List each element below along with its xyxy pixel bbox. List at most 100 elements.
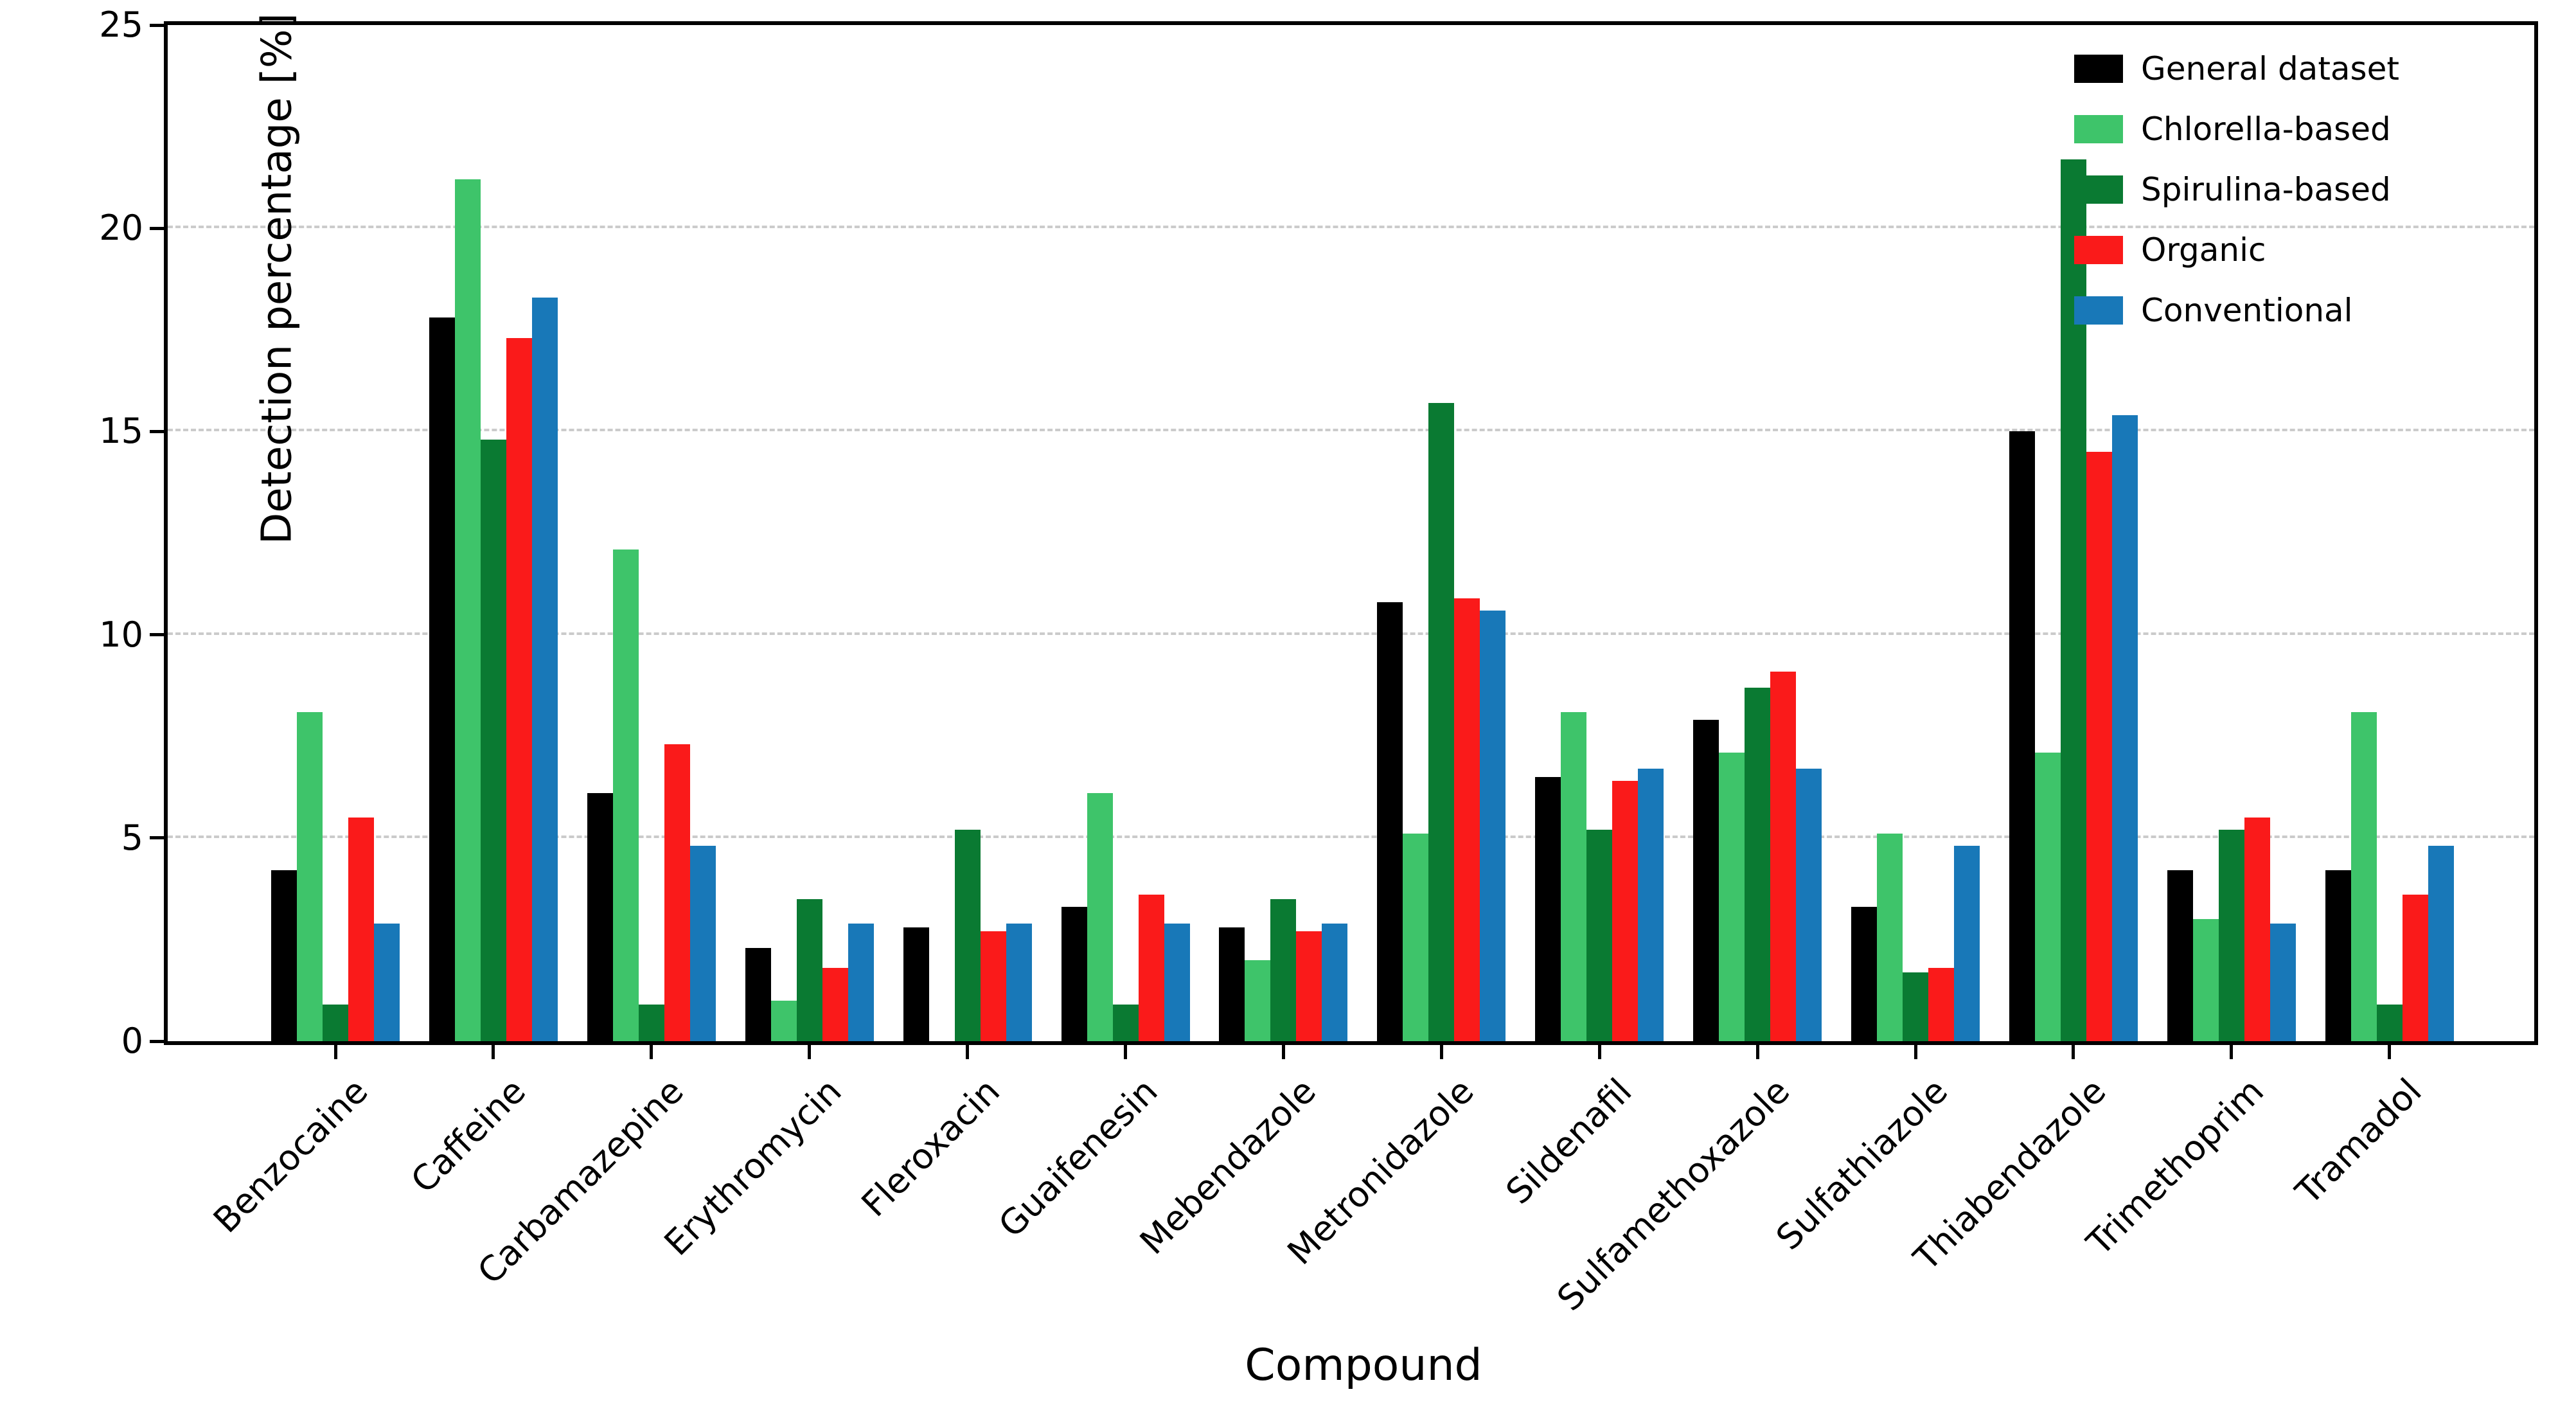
legend-label: General dataset <box>2141 50 2399 87</box>
bar-guaifenesin-spirulina-based <box>1112 1005 1139 1041</box>
bar-thiabendazole-organic <box>2086 452 2112 1041</box>
bar-erythromycin-spirulina-based <box>796 898 822 1041</box>
x-tick-tramadol <box>2388 1045 2392 1059</box>
bar-sulfathiazole-spirulina-based <box>1903 972 1928 1041</box>
bar-sildenafil-chlorella-based <box>1561 711 1587 1041</box>
bar-metronidazole-chlorella-based <box>1403 834 1429 1041</box>
bar-tramadol-chlorella-based <box>2350 711 2377 1041</box>
bar-sildenafil-conventional <box>1638 769 1664 1041</box>
bar-sulfamethoxazole-conventional <box>1796 769 1822 1041</box>
legend: General dataset Chlorella-based Spirulina-… <box>2074 53 2399 326</box>
bar-mebendazole-spirulina-based <box>1270 898 1297 1041</box>
plot-area <box>164 21 2538 1045</box>
x-tick-label-tramadol: Tramadol <box>2287 1070 2430 1213</box>
x-tick-mebendazole <box>1281 1045 1285 1059</box>
gridline-15 <box>168 429 2534 432</box>
x-tick-label-guaifenesin: Guaifenesin <box>991 1070 1166 1246</box>
bar-caffeine-spirulina-based <box>480 440 506 1041</box>
bar-mebendazole-organic <box>1296 931 1322 1041</box>
bar-sulfamethoxazole-general-dataset <box>1693 720 1719 1041</box>
x-tick-label-fleroxacin: Fleroxacin <box>853 1070 1008 1225</box>
legend-row-general-dataset: General dataset <box>2074 53 2399 85</box>
bar-trimethoprim-organic <box>2244 818 2270 1041</box>
bar-trimethoprim-spirulina-based <box>2218 830 2244 1041</box>
bar-mebendazole-general-dataset <box>1219 927 1245 1041</box>
y-tick-label-20: 20 <box>99 208 143 249</box>
bar-tramadol-spirulina-based <box>2376 1005 2403 1041</box>
bar-benzocaine-general-dataset <box>271 870 297 1041</box>
x-tick-sildenafil <box>1597 1045 1601 1059</box>
bar-sulfathiazole-general-dataset <box>1851 907 1877 1041</box>
bar-guaifenesin-chlorella-based <box>1087 793 1113 1041</box>
legend-swatch-icon <box>2074 55 2123 83</box>
bar-thiabendazole-general-dataset <box>2009 431 2035 1041</box>
bar-fleroxacin-conventional <box>1006 923 1032 1041</box>
bar-sulfamethoxazole-spirulina-based <box>1745 687 1771 1041</box>
bar-erythromycin-chlorella-based <box>770 1000 797 1041</box>
bar-fleroxacin-general-dataset <box>903 927 929 1041</box>
bar-benzocaine-organic <box>348 818 374 1041</box>
x-tick-label-benzocaine: Benzocaine <box>205 1070 376 1241</box>
legend-row-chlorella-based: Chlorella-based <box>2074 113 2399 145</box>
bar-caffeine-chlorella-based <box>454 179 481 1041</box>
x-tick-sulfamethoxazole <box>1755 1045 1759 1059</box>
bar-sulfamethoxazole-organic <box>1770 671 1797 1041</box>
legend-row-organic: Organic <box>2074 234 2399 266</box>
bar-carbamazepine-spirulina-based <box>638 1005 664 1041</box>
bar-mebendazole-chlorella-based <box>1245 960 1271 1041</box>
bar-fleroxacin-spirulina-based <box>954 830 981 1041</box>
x-tick-guaifenesin <box>1124 1045 1127 1059</box>
x-tick-erythromycin <box>808 1045 812 1059</box>
bar-guaifenesin-general-dataset <box>1061 907 1087 1041</box>
x-tick-label-caffeine: Caffeine <box>403 1070 534 1201</box>
bar-trimethoprim-chlorella-based <box>2192 919 2219 1041</box>
legend-row-conventional: Conventional <box>2074 294 2399 326</box>
bar-erythromycin-general-dataset <box>745 947 771 1041</box>
bar-sulfathiazole-chlorella-based <box>1877 834 1903 1041</box>
legend-label: Conventional <box>2141 292 2353 329</box>
bar-tramadol-conventional <box>2428 846 2454 1041</box>
bar-guaifenesin-organic <box>1138 895 1164 1041</box>
gridline-10 <box>168 632 2534 635</box>
bar-carbamazepine-conventional <box>689 846 716 1041</box>
x-tick-caffeine <box>492 1045 495 1059</box>
bar-carbamazepine-organic <box>664 744 690 1041</box>
bar-metronidazole-general-dataset <box>1377 602 1403 1041</box>
bar-carbamazepine-general-dataset <box>587 793 613 1041</box>
bar-guaifenesin-conventional <box>1164 923 1190 1041</box>
x-tick-sulfathiazole <box>1914 1045 1917 1059</box>
bar-thiabendazole-conventional <box>2111 415 2138 1041</box>
y-tick-20 <box>150 226 164 230</box>
x-tick-benzocaine <box>333 1045 337 1059</box>
x-tick-fleroxacin <box>966 1045 970 1059</box>
x-tick-label-sildenafil: Sildenafil <box>1498 1070 1640 1212</box>
bar-sulfathiazole-organic <box>1928 968 1954 1041</box>
bar-sildenafil-general-dataset <box>1535 776 1561 1041</box>
y-tick-label-15: 15 <box>99 411 143 452</box>
legend-label: Chlorella-based <box>2141 111 2391 148</box>
y-tick-label-10: 10 <box>99 614 143 655</box>
y-tick-5 <box>150 836 164 840</box>
bar-sildenafil-organic <box>1612 781 1639 1041</box>
bar-carbamazepine-chlorella-based <box>612 549 639 1041</box>
bar-caffeine-general-dataset <box>429 317 455 1041</box>
legend-row-spirulina-based: Spirulina-based <box>2074 174 2399 206</box>
bar-tramadol-organic <box>2402 895 2428 1041</box>
x-tick-carbamazepine <box>650 1045 653 1059</box>
y-tick-25 <box>150 23 164 27</box>
y-tick-15 <box>150 429 164 433</box>
bar-sulfamethoxazole-chlorella-based <box>1719 753 1745 1041</box>
bar-metronidazole-organic <box>1454 598 1480 1041</box>
y-tick-label-5: 5 <box>121 817 143 858</box>
bar-trimethoprim-conventional <box>2270 923 2296 1041</box>
y-axis-title: Detection percentage [%] <box>253 13 301 544</box>
bar-benzocaine-conventional <box>374 923 400 1041</box>
bar-thiabendazole-chlorella-based <box>2034 753 2061 1041</box>
bar-caffeine-organic <box>506 337 532 1041</box>
bar-benzocaine-chlorella-based <box>297 711 323 1041</box>
bar-sulfathiazole-conventional <box>1954 846 1980 1041</box>
y-tick-0 <box>150 1039 164 1043</box>
bar-erythromycin-organic <box>822 968 848 1041</box>
x-tick-thiabendazole <box>2072 1045 2075 1059</box>
bar-metronidazole-spirulina-based <box>1428 403 1455 1041</box>
